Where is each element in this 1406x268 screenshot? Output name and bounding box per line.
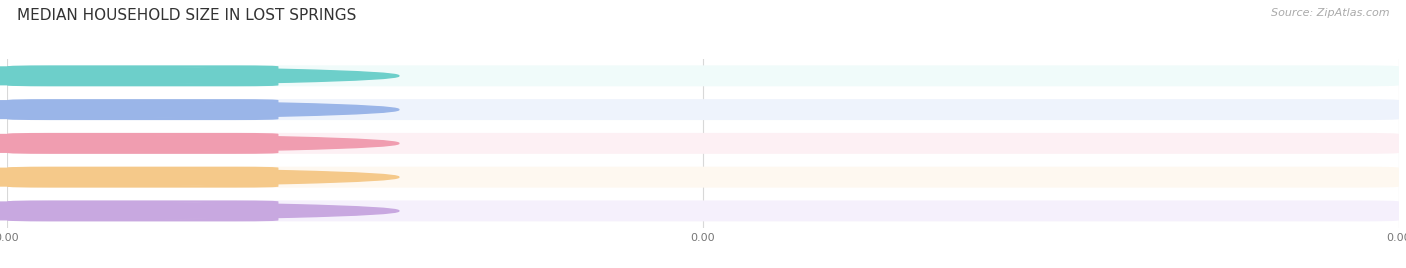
FancyBboxPatch shape	[60, 102, 217, 118]
FancyBboxPatch shape	[7, 167, 1399, 188]
FancyBboxPatch shape	[60, 68, 217, 84]
Circle shape	[0, 101, 399, 118]
Text: Total Households: Total Households	[75, 204, 174, 217]
FancyBboxPatch shape	[7, 133, 1399, 154]
Text: 0.00: 0.00	[239, 137, 267, 150]
Text: Single Male/Father: Single Male/Father	[75, 103, 183, 116]
FancyBboxPatch shape	[7, 99, 278, 120]
Circle shape	[0, 168, 399, 186]
FancyBboxPatch shape	[7, 65, 278, 86]
FancyBboxPatch shape	[60, 203, 217, 219]
Text: 0.00: 0.00	[239, 204, 267, 217]
FancyBboxPatch shape	[7, 167, 278, 188]
Text: Married-Couple: Married-Couple	[75, 69, 165, 82]
FancyBboxPatch shape	[7, 65, 1399, 86]
FancyBboxPatch shape	[60, 169, 217, 185]
Text: 0.00: 0.00	[239, 171, 267, 184]
Text: Non-family: Non-family	[75, 171, 138, 184]
Text: 0.00: 0.00	[239, 103, 267, 116]
Text: MEDIAN HOUSEHOLD SIZE IN LOST SPRINGS: MEDIAN HOUSEHOLD SIZE IN LOST SPRINGS	[17, 8, 356, 23]
FancyBboxPatch shape	[7, 200, 1399, 221]
Text: 0.00: 0.00	[239, 69, 267, 82]
Text: Source: ZipAtlas.com: Source: ZipAtlas.com	[1271, 8, 1389, 18]
FancyBboxPatch shape	[7, 99, 1399, 120]
Circle shape	[0, 202, 399, 220]
FancyBboxPatch shape	[7, 200, 278, 221]
Circle shape	[0, 67, 399, 85]
Circle shape	[0, 135, 399, 152]
Text: Single Female/Mother: Single Female/Mother	[75, 137, 202, 150]
FancyBboxPatch shape	[60, 135, 217, 151]
FancyBboxPatch shape	[7, 133, 278, 154]
